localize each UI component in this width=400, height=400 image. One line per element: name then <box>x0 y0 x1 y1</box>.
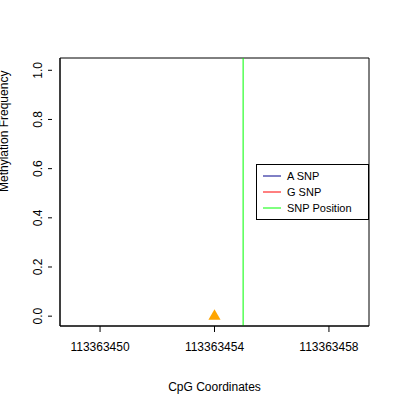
svg-text:0.6: 0.6 <box>31 160 45 177</box>
svg-text:0.8: 0.8 <box>31 111 45 128</box>
svg-text:1.0: 1.0 <box>31 62 45 79</box>
svg-text:113363458: 113363458 <box>299 340 359 354</box>
svg-text:0.4: 0.4 <box>31 209 45 226</box>
svg-text:CpG Coordinates: CpG Coordinates <box>168 380 261 394</box>
html-text:G SNP: G SNP <box>287 186 322 198</box>
svg-text:113363450: 113363450 <box>70 340 130 354</box>
svg-text:113363454: 113363454 <box>185 340 245 354</box>
svg-text:0.0: 0.0 <box>31 308 45 325</box>
svg-text:0.2: 0.2 <box>31 258 45 275</box>
html-text:A SNP: A SNP <box>287 170 320 182</box>
html-text:SNP Position: SNP Position <box>287 202 352 214</box>
svg-text:Methylation Frequency: Methylation Frequency <box>8 71 11 192</box>
